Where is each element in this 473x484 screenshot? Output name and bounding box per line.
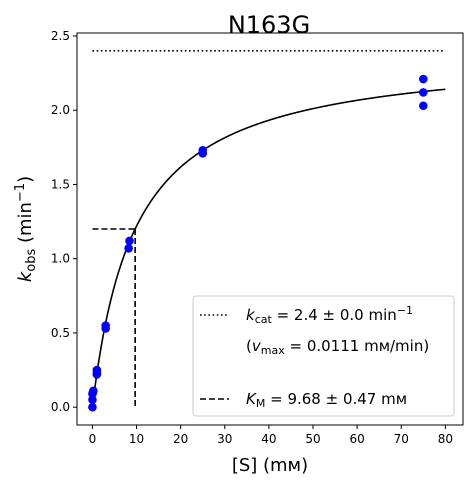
data-point [418,74,428,84]
y-tick-label: 2.5 [51,29,70,43]
legend-vmax-sub: max [261,344,285,357]
y-axis-label-sub: obs [24,249,39,272]
x-axis-label: [S] (mм) [232,455,308,476]
y-axis-ticks: 0.0 0.5 1.0 1.5 2.0 2.5 [51,29,77,414]
legend-km-entry: KM = 9.68 ± 0.47 mм [246,390,407,410]
x-tick-label: 70 [394,432,409,446]
legend-kcat-k: k [246,306,256,324]
x-tick-label: 20 [173,432,188,446]
data-point [418,101,428,111]
x-tick-label: 0 [89,432,97,446]
data-point [125,236,134,246]
y-axis-label-unit-open: (min [15,202,36,249]
y-tick-label: 0.0 [51,400,70,414]
data-point [88,402,97,412]
y-tick-label: 0.5 [51,326,70,340]
y-tick-label: 2.0 [51,103,70,117]
y-axis-label-sup: −1 [13,183,28,202]
x-tick-label: 40 [261,432,276,446]
x-axis-ticks: 0 10 20 30 40 50 60 70 80 [89,425,453,446]
y-axis-label-k: k [15,270,36,282]
data-point [198,146,208,155]
legend-vmax-entry: (vmax = 0.0111 mм/min) [246,337,429,357]
x-tick-label: 80 [438,432,453,446]
x-tick-label: 10 [129,432,144,446]
legend-kcat-text: = 2.4 ± 0.0 min [272,306,397,324]
y-axis-label-unit-close: ) [15,176,36,183]
plot-frame [76,32,464,426]
legend-km-text: = 9.68 ± 0.47 mм [265,390,407,408]
x-tick-label: 30 [217,432,232,446]
data-point [88,395,97,405]
plot-area [88,50,446,412]
legend-frame [192,295,455,417]
legend: kcat = 2.4 ± 0.0 min−1 (vmax = 0.0111 mм… [192,295,455,417]
legend-kcat-sup: −1 [397,304,413,317]
x-tick-label: 50 [305,432,320,446]
legend-km-sub: M [256,397,266,410]
data-point [418,88,428,97]
data-point [89,386,98,396]
legend-km-k: K [246,390,257,408]
y-tick-label: 1.5 [51,177,70,191]
legend-vmax-text: = 0.0111 mм/min) [285,337,429,355]
legend-kcat-entry: kcat = 2.4 ± 0.0 min−1 [246,304,413,326]
y-axis-label: kobs (min−1) [13,176,39,282]
x-tick-label: 60 [349,432,364,446]
data-point [124,244,133,253]
legend-vmax-v: v [252,337,262,355]
fit-curve [91,88,446,408]
y-tick-label: 1.0 [51,252,70,266]
data-point [101,321,110,330]
legend-kcat-sub: cat [255,313,273,326]
legend-vmax-open: ( [246,337,252,355]
chart-title: N163G [228,11,310,39]
data-point [92,365,102,375]
